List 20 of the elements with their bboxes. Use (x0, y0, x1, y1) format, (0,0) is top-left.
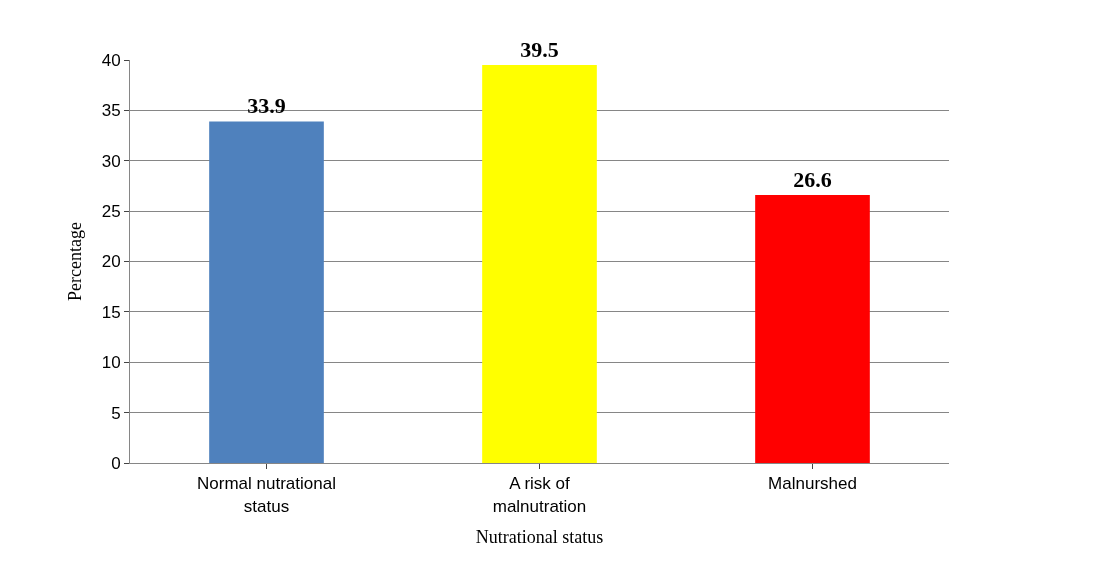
y-tick-label: 35 (101, 101, 121, 121)
bar (755, 195, 870, 463)
data-label: 39.5 (520, 37, 559, 63)
bar (482, 65, 597, 463)
x-tick-label: Malnurshed (768, 474, 857, 494)
x-tick-label: A risk of malnutration (492, 474, 587, 516)
data-label: 26.6 (793, 167, 832, 193)
y-tick-label: 40 (101, 50, 121, 70)
y-axis-title: Percentage (64, 222, 85, 301)
y-tick-label: 0 (111, 453, 121, 473)
y-tick-label: 30 (101, 151, 121, 171)
y-tick-label: 15 (101, 302, 121, 322)
x-tick-label: Normal nutrational status (197, 474, 336, 516)
y-tick-label: 20 (101, 252, 121, 272)
x-axis-title: Nutrational status (475, 526, 604, 547)
data-label: 33.9 (247, 93, 286, 119)
y-tick-label: 10 (101, 353, 121, 373)
bar (209, 121, 324, 463)
y-tick-label: 5 (111, 403, 121, 423)
y-tick-label: 25 (101, 202, 121, 222)
